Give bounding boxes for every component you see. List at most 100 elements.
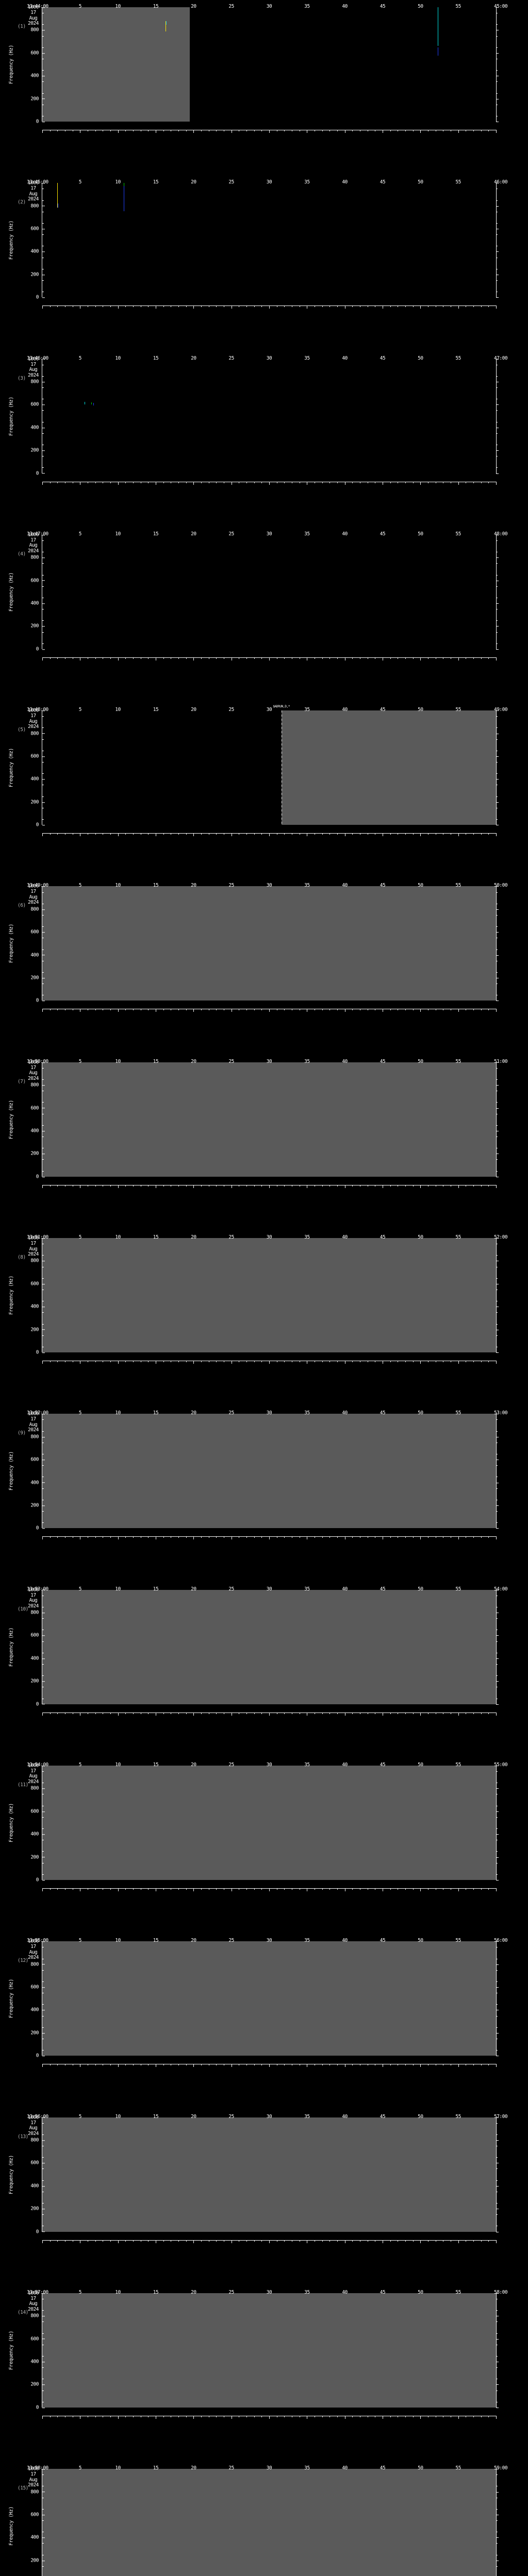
y-minor-tick-right [496,2157,498,2158]
y-tick-label: 800 [30,1786,45,1791]
plot-area-10[interactable]: (10) Frequency (Hz) 0 200 400 600 800 1000 13:53… [0,1583,528,1716]
x-tick-major [193,130,194,133]
x-tick-major [458,657,459,660]
panel-15: (15)Frequency (Hz)0200400600800100013:58… [0,2462,528,2576]
x-tick-minor [473,833,474,835]
plot-area-9[interactable]: (9) Frequency (Hz) 0 200 400 600 800 1000 13:52:… [0,1406,528,1540]
x-tick-minor [322,1361,323,1363]
x-tick-minor [329,1361,331,1363]
x-tick-label: 10 [115,1058,121,1064]
y-tick-mark [42,649,45,650]
x-tick-label: 10 [115,2465,121,2471]
x-tick-minor [337,306,338,308]
x-tick-minor [329,1184,331,1187]
x-tick-minor [216,1361,217,1363]
y-minor-tick-right [496,81,498,82]
x-tick-minor [186,1009,187,1011]
x-tick-minor [178,1009,179,1011]
x-tick-major [269,130,270,133]
date-year: 2024 [28,1603,39,1609]
date-day: 17 [30,713,36,719]
plot-area-7[interactable]: (7) Frequency (Hz) 0 200 400 600 800 1000 13:50:… [0,1055,528,1188]
y-minor-tick [42,620,44,621]
y-minor-tick-right [496,234,498,235]
x-tick-minor [133,1536,134,1538]
y-tick-label: 200 [30,1151,45,1157]
panel-9: (9) Frequency (Hz) 0 200 400 600 800 1000 13:52:… [0,1406,528,1582]
plot-area-2[interactable]: (2) Frequency (Hz) 0 200 400 600 800 1000 13:45:… [0,176,528,309]
y-minor-tick-right [496,410,498,411]
x-tick-minor [201,130,202,131]
y-minor-tick [42,632,44,633]
y-tick-mark [42,53,45,54]
x-tick-label: 40 [342,2113,348,2120]
x-tick-label: 45 [380,355,386,361]
x-tick-minor [488,1184,489,1187]
date-month: Aug [29,367,38,373]
x-tick-major [496,1536,497,1540]
x-tick-major [193,1712,194,1716]
plot-area-6[interactable]: (6) Frequency (Hz) 0 200 400 600 800 1000 13:49:… [0,879,528,1012]
plot-area-8[interactable]: (8) Frequency (Hz) 0 200 400 600 800 1000 13:51:… [0,1231,528,1364]
x-tick-minor [352,2064,353,2066]
y-tick-label: 600 [30,50,45,56]
x-tick-label: 20 [191,1058,196,1064]
y-tick-mark-right [496,450,499,451]
x-tick-major [42,1536,43,1540]
y-tick-mark-right [496,404,499,405]
y-tick-mark [42,1505,45,1506]
x-tick-label: 55 [455,1761,461,1768]
x-tick-minor [246,1361,247,1363]
y-minor-tick [42,1970,44,1971]
plot-area-13[interactable]: (13) Frequency (Hz) 0 200 400 600 800 1000 13:56… [0,2110,528,2243]
plot-area-1[interactable]: (1) Frequency (Hz) 0 200 400 600 800 1000 13:44:… [0,0,528,133]
x-tick-minor [163,833,164,835]
x-tick-minor [186,2064,187,2066]
plot-area-12[interactable]: (12) Frequency (Hz) 0 200 400 600 800 1000 13:55… [0,1934,528,2067]
x-tick-major [420,130,421,133]
plot-area-14[interactable]: (14) Frequency (Hz) 0 200 400 600 800 1000 13:57… [0,2286,528,2419]
x-tick-minor [110,2240,111,2242]
panel-number: (10) [18,1606,28,1612]
x-tick-minor [254,481,255,483]
x-tick-minor [246,1184,247,1187]
date-month: Aug [29,1421,38,1428]
x-tick-minor [254,833,255,835]
y-tick-label: 800 [30,2489,45,2495]
y-tick-mark [42,1681,45,1682]
plot-area-15[interactable]: (15)Frequency (Hz)0200400600800100013:58… [0,2462,528,2576]
x-tick-label: 45 [380,1761,386,1768]
x-tick-major [496,130,497,133]
x-tick-label: 55 [455,179,461,185]
y-minor-tick-right [496,2566,498,2567]
x-tick-minor [405,1184,406,1187]
y-minor-tick-right [496,1431,498,1432]
x-tick-label: 55 [455,4,461,9]
date-day: 17 [30,361,36,367]
y-minor-tick-right [496,796,498,797]
x-tick-label-end: 49:00 [494,707,508,713]
x-tick-minor [216,2415,217,2417]
x-tick-minor [390,130,391,131]
x-tick-major [269,306,270,309]
x-tick-minor [254,2064,255,2066]
data-segment [281,710,496,825]
date-month: Aug [29,1598,38,1604]
x-tick-label-start: 13:50:00 [27,1058,48,1064]
y-tick-mark-right [496,2185,499,2187]
y-tick-mark [42,1528,45,1529]
plot-area-11[interactable]: (11) Frequency (Hz) 0 200 400 600 800 1000 13:54… [0,1758,528,1891]
x-tick-minor [216,2240,217,2242]
x-tick-label: 15 [153,1761,159,1768]
x-axis-date: 17 Aug 2024 [28,1065,39,1082]
x-tick-minor [481,130,482,131]
x-tick-label-end: 52:00 [494,1234,508,1241]
y-minor-tick [42,892,44,893]
plot-area-5[interactable]: (5) Frequency (Hz) 0 200 400 600 800 1000 $ADRUN… [0,703,528,837]
plot-area-4[interactable]: (4) Frequency (Hz) 0 200 400 600 800 1000 13:47:… [0,528,528,660]
plot-area-3[interactable]: (3) Frequency (Hz) 0 200 400 600 800 1000 13:46:… [0,352,528,485]
x-tick-major [420,1888,421,1891]
x-tick-minor [284,1184,285,1187]
y-minor-tick-right [496,1828,498,1829]
y-tick-label: 200 [30,624,45,629]
